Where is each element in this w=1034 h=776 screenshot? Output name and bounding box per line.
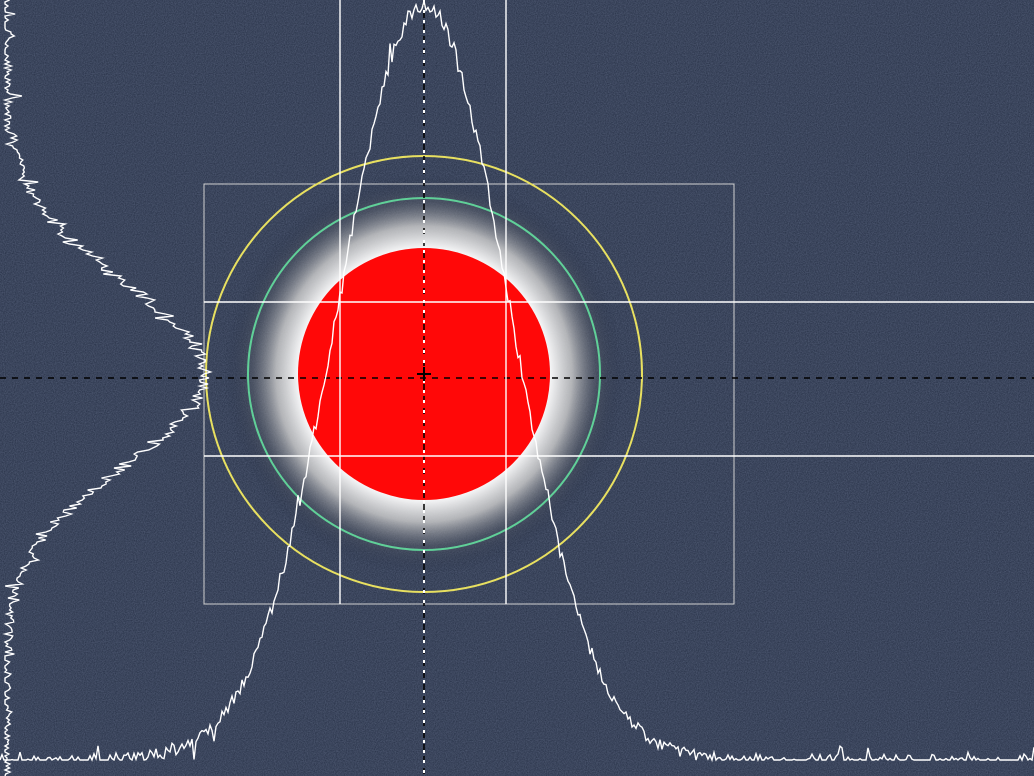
- beam-profiler-view: [0, 0, 1034, 776]
- beam-profile-canvas: [0, 0, 1034, 776]
